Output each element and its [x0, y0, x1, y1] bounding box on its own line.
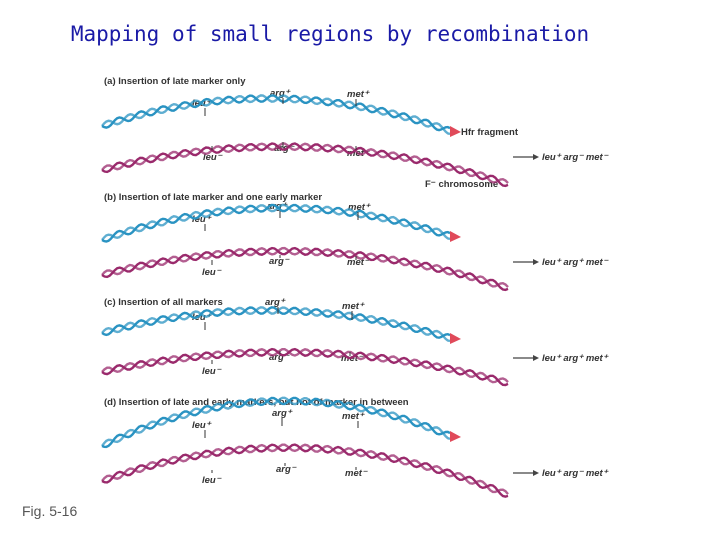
result-b: leu⁺ arg⁺ met⁻: [542, 257, 609, 268]
panel-b-hfr-strand-1: [101, 203, 451, 243]
marker-c-leu-minus: leu⁻: [202, 366, 222, 377]
panel-b-hfr-strand-2: [101, 203, 451, 241]
marker-d-leu-minus: leu⁻: [202, 475, 222, 486]
panel-a-fminus-strand-1: [101, 142, 509, 188]
panel-c-fminus-strand-1: [101, 347, 509, 387]
panel-c-hfr-strand-1: [101, 306, 451, 339]
panel-b-fminus-strand-2: [101, 246, 509, 288]
result-d: leu⁺ arg⁻ met⁺: [542, 468, 609, 479]
marker-d-arg-minus: arg⁻: [276, 464, 297, 475]
panel-d-fminus-strand-1: [101, 443, 509, 498]
marker-b-met-plus: met⁺: [348, 202, 371, 213]
panel-a-hfr-strand-2: [101, 94, 451, 136]
panel-d-hfr-strand-1: [101, 396, 451, 449]
panel-d-fminus-strand-2: [101, 443, 509, 495]
marker-d-met-minus: met⁻: [345, 468, 368, 479]
panel-label-b: (b) Insertion of late marker and one ear…: [104, 192, 322, 203]
panel-b-result-arrow-head: [533, 259, 539, 265]
result-a: leu⁺ arg⁻ met⁻: [542, 152, 609, 163]
marker-c-arg-minus: arg⁻: [269, 352, 290, 363]
marker-b-met-minus: met⁻: [347, 257, 370, 268]
marker-d-met-plus: met⁺: [342, 411, 365, 422]
panel-c-fminus-strand-2: [101, 348, 509, 384]
marker-c-leu-plus: leu⁺: [192, 312, 212, 323]
panel-b-hfr-arrowhead: [450, 231, 461, 242]
marker-d-leu-plus: leu⁺: [192, 420, 212, 431]
panel-a-result-arrow-head: [533, 154, 539, 160]
panel-a-hfr-arrowhead: [450, 126, 461, 137]
marker-a-met-plus: met⁺: [347, 89, 370, 100]
marker-b-arg-minus: arg⁻: [269, 256, 290, 267]
marker-a-arg-plus: arg⁺: [270, 88, 291, 99]
marker-b-leu-plus: leu⁺: [192, 214, 212, 225]
f-chromosome-label: F⁻ chromosome: [425, 179, 498, 190]
figure-caption: Fig. 5-16: [22, 503, 78, 519]
panel-d-hfr-arrowhead: [450, 431, 461, 442]
marker-c-met-plus: met⁺: [342, 301, 365, 312]
panel-a-fminus-strand-2: [101, 142, 509, 184]
panel-d-hfr-strand-2: [101, 396, 451, 447]
hfr-fragment-label: Hfr fragment: [461, 127, 519, 138]
marker-d-arg-plus: arg⁺: [272, 408, 293, 419]
panel-b-fminus-strand-1: [101, 246, 509, 292]
page-title: Mapping of small regions by recombinatio…: [70, 22, 590, 46]
panel-c-hfr-arrowhead: [450, 333, 461, 344]
panel-label-c: (c) Insertion of all markers: [104, 297, 223, 308]
panel-d-result-arrow-head: [533, 470, 539, 476]
panel-a-hfr-strand-1: [101, 94, 451, 132]
marker-c-arg-plus: arg⁺: [265, 297, 286, 308]
panel-label-a: (a) Insertion of late marker only: [104, 76, 246, 87]
panel-c-hfr-strand-2: [101, 306, 451, 343]
marker-c-met-minus: met⁻: [341, 353, 364, 364]
marker-b-leu-minus: leu⁻: [202, 267, 222, 278]
panel-c-result-arrow-head: [533, 355, 539, 361]
result-c: leu⁺ arg⁺ met⁺: [542, 353, 609, 364]
marker-a-leu-minus: leu⁻: [203, 152, 223, 163]
